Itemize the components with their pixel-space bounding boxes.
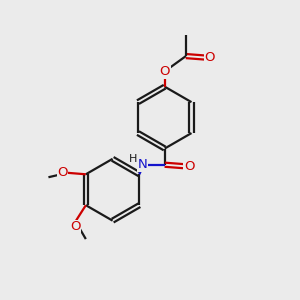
Text: H: H (129, 154, 137, 164)
Text: O: O (70, 220, 81, 233)
Text: O: O (184, 160, 194, 173)
Text: O: O (204, 51, 215, 64)
Text: O: O (160, 65, 170, 78)
Text: O: O (57, 166, 68, 179)
Text: N: N (138, 158, 148, 171)
